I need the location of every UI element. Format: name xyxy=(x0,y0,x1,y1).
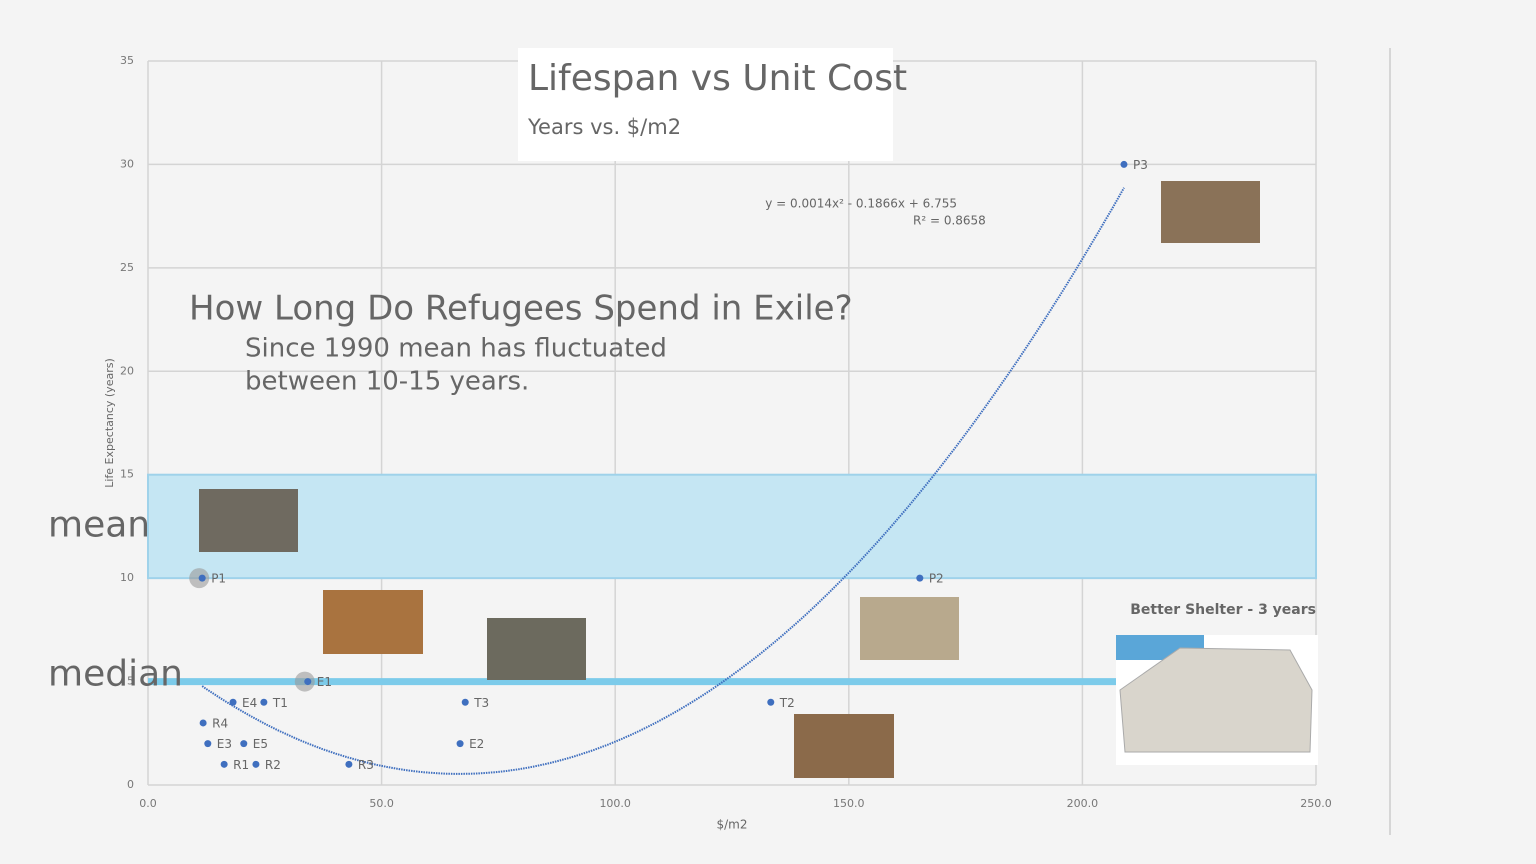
point xyxy=(260,698,268,706)
photo xyxy=(487,618,586,680)
photo xyxy=(794,714,894,778)
x-tick-label: 50.0 xyxy=(369,797,394,810)
point xyxy=(252,760,260,768)
shelter-note: Better Shelter - 3 years xyxy=(1130,602,1316,618)
photo xyxy=(1161,181,1260,243)
x-tick-label: 150.0 xyxy=(833,797,865,810)
x-tick-label: 250.0 xyxy=(1300,797,1332,810)
point-label: P3 xyxy=(1133,158,1148,172)
y-tick-label: 15 xyxy=(120,468,134,481)
photos xyxy=(199,181,1318,778)
trendline xyxy=(201,187,1125,775)
point xyxy=(204,740,212,748)
point xyxy=(916,574,924,582)
point xyxy=(767,698,775,706)
point-label: E1 xyxy=(317,675,332,689)
point-label: T2 xyxy=(779,696,795,710)
y-tick-label: 35 xyxy=(120,54,134,67)
chart-title: Lifespan vs Unit Cost xyxy=(528,58,907,99)
point xyxy=(461,698,469,706)
mean-band xyxy=(147,473,1317,580)
y-tick-label: 20 xyxy=(120,364,134,377)
y-tick-label: 10 xyxy=(120,571,134,584)
point xyxy=(198,574,206,582)
point xyxy=(229,698,237,706)
point-label: E3 xyxy=(217,737,232,751)
point-label: P2 xyxy=(929,572,944,586)
photo xyxy=(323,590,423,654)
photo xyxy=(199,489,298,552)
point xyxy=(345,760,353,768)
band-label: mean xyxy=(48,504,150,545)
point-label: T3 xyxy=(473,696,489,710)
point xyxy=(1120,160,1128,168)
title-box xyxy=(518,48,893,161)
y-tick-label: 0 xyxy=(127,778,134,791)
point xyxy=(240,740,248,748)
point-label: R3 xyxy=(358,758,374,772)
photo xyxy=(860,597,959,660)
point-label: T1 xyxy=(272,696,288,710)
y-axis-label: Life Expectancy (years) xyxy=(103,358,116,488)
shelter-icon xyxy=(1119,647,1313,753)
point-label: R1 xyxy=(233,758,249,772)
y-tick-label: 5 xyxy=(127,675,134,688)
plot-background: 0 5 10 15 20 25 30 35 0.0 50.0 100.0 150.0 200.0 250.… xyxy=(120,54,1332,810)
trend-equation: y = 0.0014x² - 0.1866x + 6.755 xyxy=(765,197,957,211)
point-label: P1 xyxy=(211,572,226,586)
trend-r2: R² = 0.8658 xyxy=(913,214,986,228)
point-label: E2 xyxy=(469,737,484,751)
reference-label: median xyxy=(48,654,183,695)
y-tick-label: 25 xyxy=(120,261,134,274)
point-label: E4 xyxy=(242,696,257,710)
point-label: E5 xyxy=(253,737,268,751)
point-label: R4 xyxy=(212,716,228,730)
annotation-line: between 10-15 years. xyxy=(245,367,529,397)
point-label: R2 xyxy=(265,758,281,772)
point xyxy=(199,719,207,727)
x-tick-label: 0.0 xyxy=(139,797,157,810)
x-tick-label: 100.0 xyxy=(599,797,631,810)
x-axis-label: $/m2 xyxy=(716,818,747,832)
annotation-line: Since 1990 mean has fluctuated xyxy=(245,334,667,364)
chart-subtitle: Years vs. $/m2 xyxy=(527,115,681,139)
point xyxy=(220,760,228,768)
point xyxy=(304,678,312,686)
y-tick-label: 30 xyxy=(120,157,134,170)
point xyxy=(456,740,464,748)
chart-layer: mean median P3 P1 P2 E1 E4 T1 T3 T2 R4 E3 E5 E2 R1 R2 R3 xyxy=(48,158,1148,775)
annotation-heading: How Long Do Refugees Spend in Exile? xyxy=(189,289,853,329)
x-tick-label: 200.0 xyxy=(1067,797,1099,810)
